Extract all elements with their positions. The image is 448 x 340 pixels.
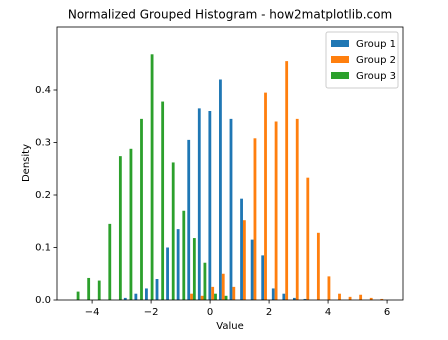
bar xyxy=(187,139,191,300)
bar xyxy=(118,156,122,300)
legend-swatch xyxy=(331,56,349,63)
bar xyxy=(155,279,159,300)
bar xyxy=(303,298,307,300)
bar xyxy=(208,111,212,300)
bar xyxy=(200,295,204,300)
bar xyxy=(359,294,363,300)
legend-swatch xyxy=(331,40,349,47)
bar xyxy=(369,297,373,300)
bar xyxy=(348,296,352,300)
bar xyxy=(219,79,222,300)
chart-title: Normalized Grouped Histogram - how2matpl… xyxy=(68,8,392,22)
bar xyxy=(76,291,80,300)
bar xyxy=(253,138,257,300)
bar xyxy=(176,229,180,300)
legend-label: Group 2 xyxy=(356,55,396,66)
legend-label: Group 3 xyxy=(356,71,396,82)
bar xyxy=(123,297,127,300)
x-tick-label: 2 xyxy=(266,307,272,318)
bar xyxy=(229,118,233,300)
bar xyxy=(192,238,196,300)
bar xyxy=(214,293,217,300)
y-tick-label: 0.4 xyxy=(35,85,51,96)
x-axis-label: Value xyxy=(216,321,243,332)
x-tick-label: 0 xyxy=(207,307,213,318)
bar xyxy=(182,210,186,300)
bar xyxy=(274,121,278,300)
x-tick-label: −4 xyxy=(85,307,100,318)
bar xyxy=(166,247,169,300)
bar xyxy=(224,295,228,300)
bar xyxy=(190,293,193,300)
bar xyxy=(327,276,331,300)
bar xyxy=(285,61,289,300)
bar xyxy=(282,293,286,300)
plot-frame xyxy=(56,26,404,301)
bar xyxy=(261,255,265,300)
bar xyxy=(250,239,254,300)
x-tick-label: 6 xyxy=(384,307,390,318)
bar xyxy=(145,288,148,300)
bar xyxy=(306,177,310,300)
bar xyxy=(129,148,133,300)
y-tick-label: 0.0 xyxy=(35,295,51,306)
bar xyxy=(295,118,299,300)
legend-label: Group 1 xyxy=(356,39,396,50)
bar xyxy=(150,54,154,300)
bar xyxy=(316,232,320,300)
bar xyxy=(171,162,175,300)
y-tick-label: 0.2 xyxy=(35,190,51,201)
y-tick-label: 0.1 xyxy=(35,243,51,254)
bar xyxy=(221,273,225,300)
bar xyxy=(271,288,275,300)
y-axis-label: Density xyxy=(21,144,32,182)
bar xyxy=(240,198,243,300)
bar xyxy=(97,280,101,300)
bar xyxy=(211,286,215,300)
bar xyxy=(197,108,201,300)
x-tick-label: −2 xyxy=(144,307,159,318)
bar xyxy=(108,223,112,300)
y-tick-label: 0.3 xyxy=(35,138,51,149)
bar xyxy=(264,92,267,300)
bar xyxy=(292,297,296,300)
bar xyxy=(140,118,143,300)
legend-swatch xyxy=(331,72,349,79)
bar xyxy=(134,293,138,300)
bar xyxy=(242,220,246,300)
bar xyxy=(87,277,91,300)
bar xyxy=(380,298,384,300)
bar xyxy=(161,101,165,300)
bar xyxy=(338,293,341,300)
x-tick-label: 4 xyxy=(325,307,331,318)
bar xyxy=(232,286,236,300)
bar xyxy=(203,262,207,300)
